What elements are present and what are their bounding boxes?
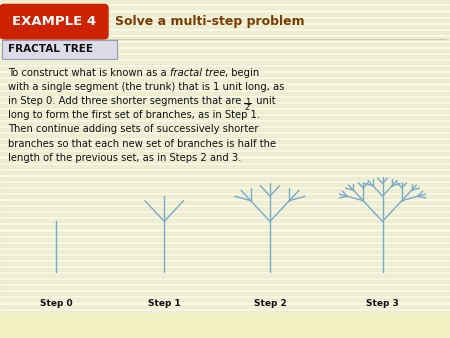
Text: length of the previous set, as in Steps 2 and 3.: length of the previous set, as in Steps … xyxy=(8,153,242,163)
Bar xyxy=(0,61,450,64)
Bar xyxy=(0,19,450,22)
Bar xyxy=(0,13,450,16)
Bar xyxy=(0,262,450,265)
Bar xyxy=(0,201,450,204)
Bar xyxy=(0,49,450,52)
Bar xyxy=(0,146,450,149)
Bar xyxy=(0,67,450,70)
Bar xyxy=(0,189,450,192)
Bar xyxy=(0,298,450,301)
Bar xyxy=(0,110,450,113)
Bar xyxy=(0,317,450,320)
Bar xyxy=(0,140,450,143)
Bar xyxy=(0,207,450,210)
Text: 1: 1 xyxy=(245,98,250,107)
FancyBboxPatch shape xyxy=(2,40,117,59)
Bar xyxy=(0,152,450,155)
Text: 2: 2 xyxy=(245,103,250,113)
Bar xyxy=(0,43,450,46)
Bar xyxy=(0,183,450,186)
Bar xyxy=(0,195,450,198)
Bar xyxy=(0,92,450,95)
Text: Step 1: Step 1 xyxy=(148,299,180,308)
Bar xyxy=(0,329,450,332)
Bar xyxy=(0,311,450,314)
Bar xyxy=(0,159,450,162)
Bar xyxy=(0,79,450,82)
Bar xyxy=(0,286,450,289)
Text: long to form the first set of branches, as in Step 1.: long to form the first set of branches, … xyxy=(8,110,260,120)
Bar xyxy=(0,250,450,253)
FancyBboxPatch shape xyxy=(0,4,108,39)
Text: Step 2: Step 2 xyxy=(254,299,286,308)
Bar xyxy=(0,244,450,247)
Bar xyxy=(0,122,450,125)
Bar xyxy=(0,37,450,40)
Text: Solve a multi-step problem: Solve a multi-step problem xyxy=(115,15,304,28)
Bar xyxy=(0,6,450,9)
Bar xyxy=(0,305,450,308)
Text: , begin: , begin xyxy=(225,68,260,78)
Bar xyxy=(0,292,450,295)
Bar xyxy=(0,225,450,228)
Text: To construct what is known as a: To construct what is known as a xyxy=(8,68,170,78)
Bar xyxy=(0,0,450,3)
Text: unit: unit xyxy=(253,96,275,106)
Bar xyxy=(0,323,450,326)
Bar xyxy=(0,55,450,58)
Bar xyxy=(0,73,450,76)
Bar xyxy=(0,128,450,131)
Bar xyxy=(0,116,450,119)
Text: FRACTAL TREE: FRACTAL TREE xyxy=(8,44,93,54)
Bar xyxy=(0,274,450,277)
Text: fractal tree: fractal tree xyxy=(170,68,225,78)
Text: with a single segment (the trunk) that is 1 unit long, as: with a single segment (the trunk) that i… xyxy=(8,82,284,92)
Bar xyxy=(0,213,450,216)
Bar xyxy=(0,86,450,89)
Bar xyxy=(0,25,450,28)
Bar xyxy=(0,314,450,338)
Text: EXAMPLE 4: EXAMPLE 4 xyxy=(12,15,96,28)
Bar xyxy=(0,134,450,137)
Bar xyxy=(0,104,450,107)
Text: branches so that each new set of branches is half the: branches so that each new set of branche… xyxy=(8,139,276,149)
Bar xyxy=(0,219,450,222)
Text: Then continue adding sets of successively shorter: Then continue adding sets of successivel… xyxy=(8,124,259,135)
Bar xyxy=(0,335,450,338)
Text: in Step 0. Add three shorter segments that are: in Step 0. Add three shorter segments th… xyxy=(8,96,242,106)
Bar xyxy=(0,98,450,101)
Bar xyxy=(0,238,450,241)
Bar xyxy=(0,268,450,271)
Bar xyxy=(0,31,450,34)
Bar xyxy=(0,165,450,168)
Bar xyxy=(0,256,450,259)
Bar xyxy=(0,171,450,174)
Text: Step 3: Step 3 xyxy=(366,299,399,308)
Text: Step 0: Step 0 xyxy=(40,299,72,308)
Bar xyxy=(0,232,450,235)
Bar xyxy=(0,280,450,283)
Text: in Step 0. Add three shorter segments that are: in Step 0. Add three shorter segments th… xyxy=(8,96,242,106)
Bar xyxy=(0,177,450,180)
